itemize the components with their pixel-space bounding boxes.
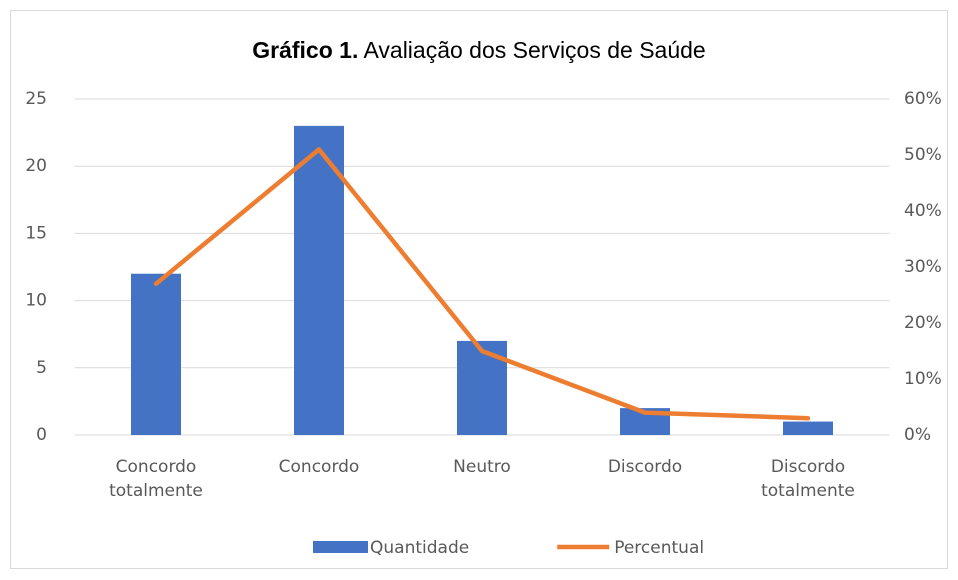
- bar: [457, 340, 507, 435]
- y2-tick-label: 10%: [904, 369, 942, 389]
- y-tick-label: 5: [36, 358, 47, 378]
- y-tick-label: 0: [36, 425, 47, 445]
- chart-title: Gráfico 1. Avaliação dos Serviços de Saú…: [252, 37, 705, 63]
- y-tick-label: 10: [25, 291, 47, 311]
- x-tick-label: Concordo: [278, 457, 360, 477]
- title-bold: Gráfico 1.: [252, 37, 358, 63]
- y2-tick-label: 20%: [904, 313, 942, 333]
- x-tick-label: Neutro: [453, 457, 511, 477]
- y2-tick-label: 0%: [904, 425, 931, 445]
- bar: [131, 273, 181, 435]
- y-tick-label: 20: [25, 156, 47, 176]
- legend-swatch: [313, 541, 368, 553]
- y2-tick-label: 60%: [904, 89, 942, 109]
- y-tick-label: 15: [25, 223, 47, 243]
- y2-tick-label: 40%: [904, 201, 942, 221]
- x-tick-label: Discordo: [607, 457, 683, 477]
- legend-label: Quantidade: [370, 538, 469, 558]
- bar: [294, 125, 344, 435]
- y-tick-label: 25: [25, 89, 47, 109]
- y2-tick-label: 30%: [904, 257, 942, 277]
- line: [153, 147, 811, 421]
- y2-tick-label: 50%: [904, 145, 942, 165]
- x-tick-label: Discordo totalmente: [761, 457, 855, 501]
- x-tick-label: Concordo totalmente: [109, 457, 203, 501]
- title-text: Avaliação dos Serviços de Saúde: [363, 37, 705, 63]
- bar: [783, 421, 833, 435]
- legend-label: Percentual: [614, 538, 704, 558]
